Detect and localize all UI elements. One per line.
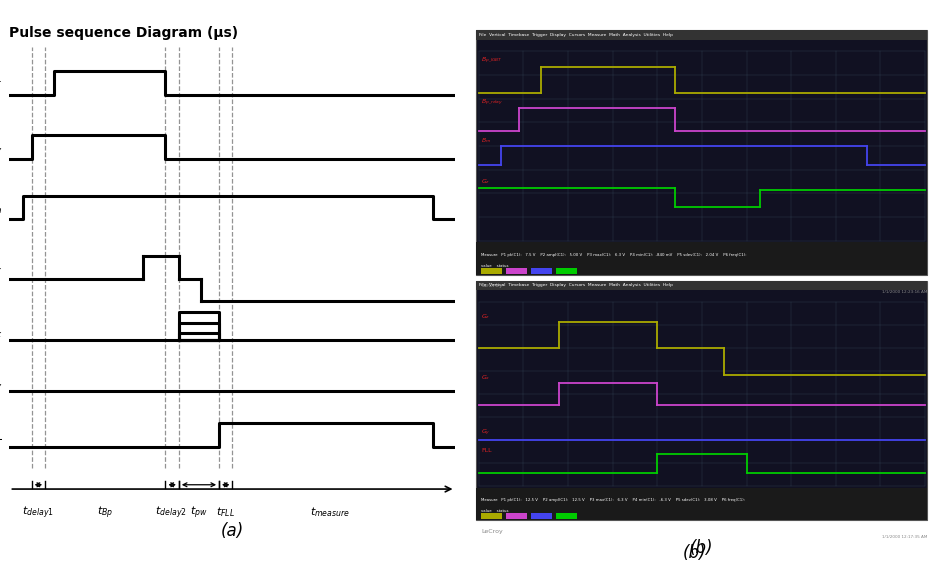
Text: LeCroy: LeCroy — [481, 529, 502, 533]
Bar — [506, 268, 527, 274]
Text: value    status: value status — [481, 509, 509, 513]
Text: $G_y$: $G_y$ — [481, 428, 490, 438]
Text: $B_m$: $B_m$ — [481, 136, 491, 145]
Text: $B_{p\_relay}$: $B_{p\_relay}$ — [481, 97, 503, 107]
Text: B$_{p\_IGBT}$: B$_{p\_IGBT}$ — [0, 76, 3, 92]
Text: 1/1/2000 12:23:16 AM: 1/1/2000 12:23:16 AM — [882, 290, 928, 294]
Text: $t_{measure}$: $t_{measure}$ — [311, 505, 350, 519]
Bar — [476, 281, 928, 290]
Bar — [476, 30, 928, 40]
Text: $G_z$: $G_z$ — [481, 312, 490, 321]
Bar — [481, 513, 501, 519]
Text: (b): (b) — [690, 539, 714, 557]
Bar — [476, 242, 928, 275]
Text: G$_y$: G$_y$ — [0, 376, 3, 393]
Text: File  Vertical  Timebase  Trigger  Display  Cursors  Measure  Math  Analysis  Ut: File Vertical Timebase Trigger Display C… — [479, 284, 672, 288]
Text: Measure   P1 pk(C1):   7.5 V    P2 ampl(C1):   5.00 V    P3 max(C1):   6.3 V    : Measure P1 pk(C1): 7.5 V P2 ampl(C1): 5.… — [481, 253, 747, 257]
Text: G$_z$: G$_z$ — [0, 261, 3, 276]
Text: FLL: FLL — [481, 449, 492, 453]
Bar — [506, 513, 527, 519]
Bar — [476, 30, 928, 275]
Text: B$_{p\_relay}$: B$_{p\_relay}$ — [0, 140, 3, 157]
Text: $t_{delay1}$: $t_{delay1}$ — [23, 505, 54, 521]
Bar — [531, 513, 551, 519]
Text: $t_{pw}$: $t_{pw}$ — [190, 505, 208, 521]
Text: $G_x$: $G_x$ — [481, 373, 490, 382]
Bar — [556, 268, 577, 274]
Bar — [476, 281, 928, 520]
Text: B$_m$: B$_m$ — [0, 201, 3, 216]
Bar — [481, 268, 501, 274]
Text: G$_x$: G$_x$ — [0, 325, 3, 340]
Text: $t_{FLL}$: $t_{FLL}$ — [216, 505, 236, 519]
Bar — [476, 488, 928, 520]
Text: (b): (b) — [683, 544, 707, 562]
Text: $t_{Bp}$: $t_{Bp}$ — [97, 505, 114, 521]
Text: FLL: FLL — [0, 430, 3, 443]
Text: 1/1/2000 12:17:35 AM: 1/1/2000 12:17:35 AM — [882, 535, 928, 539]
Text: File  Vertical  Timebase  Trigger  Display  Cursors  Measure  Math  Analysis  Ut: File Vertical Timebase Trigger Display C… — [479, 33, 672, 37]
Text: LeCroy: LeCroy — [481, 284, 502, 288]
Bar — [556, 513, 577, 519]
Text: Pulse sequence Diagram (μs): Pulse sequence Diagram (μs) — [9, 26, 239, 40]
Text: $B_{p\_IGBT}$: $B_{p\_IGBT}$ — [481, 56, 503, 65]
Bar — [531, 268, 551, 274]
Text: $t_{delay2}$: $t_{delay2}$ — [155, 505, 187, 521]
Text: Measure   P1 pk(C1):   12.5 V    P2 ampl(C1):   12.5 V    P3 max(C1):   6.3 V   : Measure P1 pk(C1): 12.5 V P2 ampl(C1): 1… — [481, 498, 745, 502]
Text: value    status: value status — [481, 264, 509, 268]
Text: (a): (a) — [221, 522, 244, 540]
Text: $G_z$: $G_z$ — [481, 177, 490, 186]
